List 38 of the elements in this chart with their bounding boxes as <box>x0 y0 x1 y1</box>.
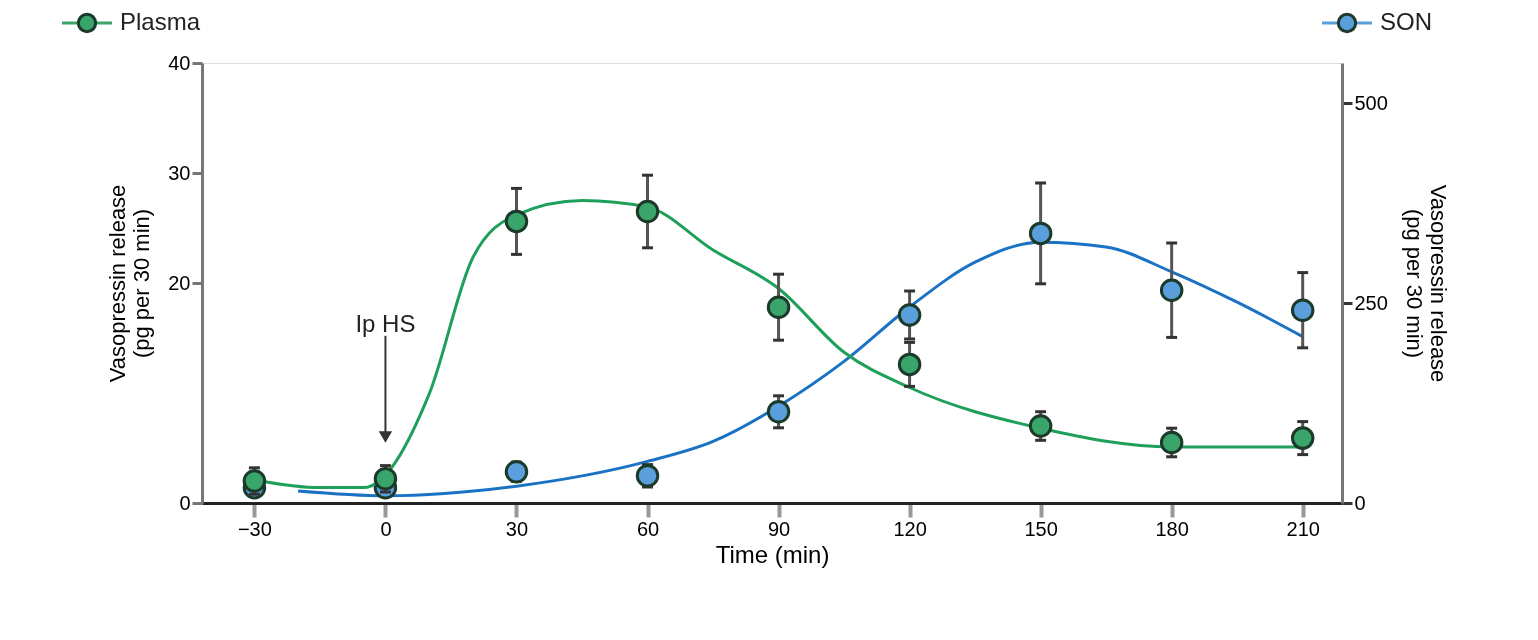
point <box>1159 430 1184 455</box>
x-tick-label: 210 <box>1286 517 1320 540</box>
y-axis-title: Vasopressin release (pg per 30 min) <box>105 184 155 383</box>
point <box>897 303 922 327</box>
x-tick-label: 30 <box>505 517 529 540</box>
point <box>504 209 529 234</box>
x-tick-label: 60 <box>636 517 660 540</box>
y-tick-label: 30 <box>168 161 191 184</box>
point <box>635 199 660 224</box>
annotation: Ip HS <box>355 310 416 337</box>
x-tick-label: 120 <box>893 517 927 540</box>
x-tick-label: 180 <box>1155 517 1189 540</box>
x-axis-title: Time (min) <box>715 540 830 568</box>
point <box>1028 221 1053 246</box>
y-tick-label: 0 <box>179 491 191 514</box>
y2-axis-title: Vasopressin release (pg per 30 min) <box>1401 184 1451 383</box>
point <box>373 467 398 491</box>
x-tick-label: −30 <box>237 517 272 540</box>
point <box>1028 414 1053 438</box>
point <box>897 352 922 377</box>
point <box>766 400 791 424</box>
point <box>242 469 267 493</box>
point <box>1290 426 1315 450</box>
y-tick-label: 40 <box>168 51 191 74</box>
point <box>1290 298 1315 322</box>
y2-tick-label: 0 <box>1354 491 1366 514</box>
point <box>635 464 660 488</box>
y-tick-label: 20 <box>168 271 191 294</box>
legend-label: SON <box>1380 8 1433 35</box>
y2-tick-label: 500 <box>1354 91 1388 114</box>
legend-label: Plasma <box>120 8 201 35</box>
point <box>504 460 529 484</box>
x-tick-label: 0 <box>380 517 392 540</box>
point <box>766 295 791 319</box>
y2-tick-label: 250 <box>1354 291 1388 314</box>
x-tick-label: 150 <box>1024 517 1058 540</box>
x-tick-label: 90 <box>767 517 791 540</box>
point <box>1159 278 1184 302</box>
